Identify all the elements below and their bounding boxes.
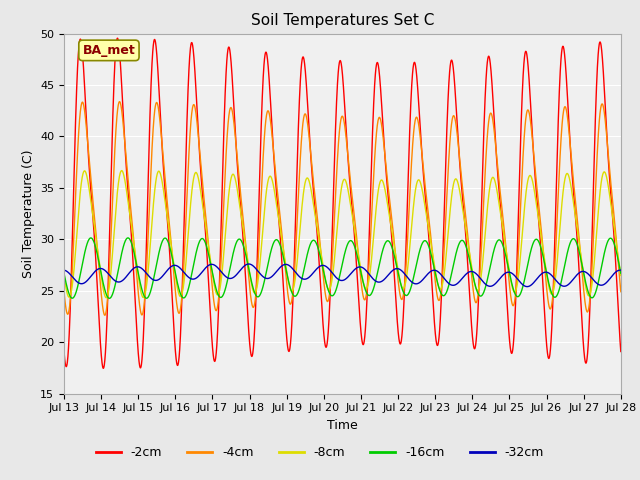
-16cm [617,270,625,276]
-4cm [101,312,109,318]
Line: -8cm: -8cm [64,170,621,298]
-4cm [124,176,132,181]
Y-axis label: Soil Temperature (C): Soil Temperature (C) [22,149,35,278]
-8cm [606,196,614,202]
-8cm [298,203,306,209]
-2cm [547,348,554,354]
-32cm [60,267,68,273]
-8cm [617,273,625,278]
-16cm [547,286,554,292]
-32cm [524,284,531,289]
-16cm [60,270,68,276]
-16cm [298,276,306,281]
-8cm [60,273,68,278]
-32cm [245,261,253,267]
-32cm [157,276,164,281]
Line: -2cm: -2cm [64,38,621,368]
-16cm [124,235,132,241]
-8cm [547,289,554,295]
Text: BA_met: BA_met [83,44,135,57]
Legend: -2cm, -4cm, -8cm, -16cm, -32cm: -2cm, -4cm, -8cm, -16cm, -32cm [91,441,549,464]
-2cm [617,348,625,354]
-32cm [547,271,554,277]
-32cm [124,272,131,278]
-2cm [157,123,164,129]
-32cm [617,267,625,273]
-4cm [298,130,306,135]
-4cm [274,193,282,199]
-2cm [100,365,108,371]
-4cm [617,289,625,295]
-32cm [274,267,282,273]
-16cm [124,235,132,241]
-2cm [298,58,306,63]
Title: Soil Temperatures Set C: Soil Temperatures Set C [251,13,434,28]
Line: -32cm: -32cm [64,264,621,287]
-2cm [60,348,68,354]
-16cm [157,242,164,248]
Line: -16cm: -16cm [64,238,621,299]
-32cm [298,276,306,281]
-4cm [60,289,68,295]
-8cm [124,197,132,203]
-16cm [106,296,113,301]
-4cm [116,99,124,105]
Line: -4cm: -4cm [64,102,621,315]
-2cm [114,36,122,41]
-8cm [118,168,125,173]
-16cm [606,235,614,241]
-16cm [274,238,282,243]
-8cm [157,173,164,179]
-8cm [102,295,110,300]
X-axis label: Time: Time [327,419,358,432]
-8cm [274,211,282,216]
-2cm [274,205,282,211]
-32cm [606,276,614,281]
-4cm [547,306,554,312]
-4cm [606,174,614,180]
-2cm [606,184,614,190]
-4cm [157,128,164,134]
-2cm [124,186,132,192]
